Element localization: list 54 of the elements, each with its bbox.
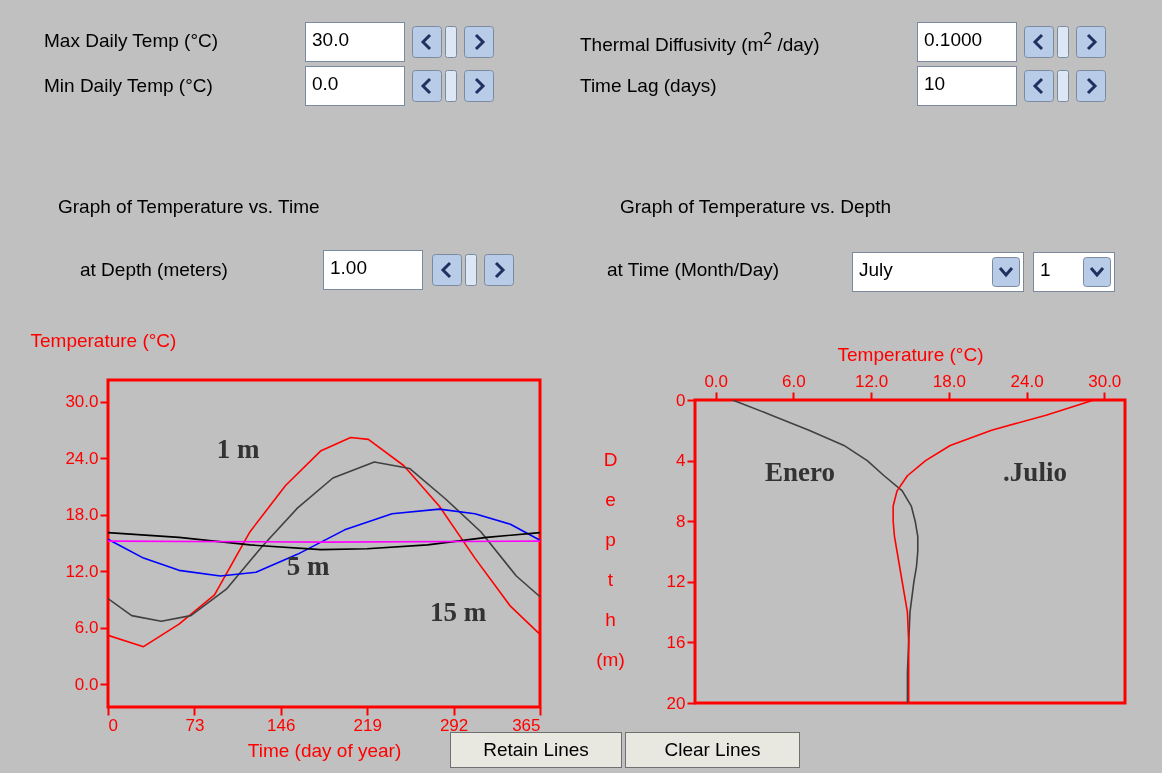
y-axis-title: Temperature (°C) bbox=[30, 329, 177, 351]
y-tick-label: 18.0 bbox=[65, 505, 99, 525]
x-tick-label: 18.0 bbox=[932, 371, 966, 391]
text: Min Daily Temp (°C) bbox=[44, 75, 213, 97]
y-tick-label: 12.0 bbox=[65, 561, 99, 581]
y-tick-label: 20 bbox=[666, 693, 686, 713]
line-series bbox=[731, 400, 919, 703]
line-series bbox=[108, 508, 540, 577]
y-tick-label: 0.0 bbox=[74, 674, 99, 694]
text: 1.00 bbox=[323, 250, 423, 290]
text: 0.0 bbox=[305, 66, 405, 106]
text: at Time (Month/Day) bbox=[607, 259, 780, 281]
x-axis-title: Time (day of year) bbox=[247, 739, 402, 761]
y-tick-label: 4 bbox=[676, 451, 686, 471]
line-series bbox=[108, 531, 540, 551]
x-tick-label: 219 bbox=[353, 715, 382, 735]
x-tick-label: 30.0 bbox=[1088, 371, 1122, 391]
text: Max Daily Temp (°C) bbox=[44, 30, 219, 52]
text: 30.0 bbox=[305, 22, 405, 62]
text: Time Lag (days) bbox=[580, 75, 717, 97]
x-tick-label: 6.0 bbox=[782, 371, 806, 391]
text: at Depth (meters) bbox=[80, 259, 228, 281]
x-tick-label: 0.0 bbox=[704, 371, 729, 391]
y-tick-label: 30.0 bbox=[65, 392, 99, 412]
text: 10 bbox=[917, 66, 1017, 106]
annotation: .Julio bbox=[1003, 457, 1067, 487]
text: 0.1000 bbox=[917, 22, 1017, 62]
y-tick-label: 12 bbox=[666, 572, 686, 592]
y-tick-label: 6.0 bbox=[74, 618, 99, 638]
text: Graph of Temperature vs. Time bbox=[58, 196, 320, 218]
y-tick-label: 24.0 bbox=[65, 448, 99, 468]
text: Clear Lines bbox=[625, 732, 800, 768]
annotation: 5 m bbox=[286, 551, 330, 581]
y-tick-label: 0 bbox=[676, 390, 686, 410]
y-tick-label: 16 bbox=[666, 632, 686, 652]
text: 1 bbox=[1033, 252, 1115, 292]
x-tick-label: 292 bbox=[439, 715, 469, 735]
annotation: 1 m bbox=[216, 434, 260, 464]
text: Thermal Diffusivity (m$^{2}$ /day) bbox=[580, 30, 820, 57]
text: Retain Lines bbox=[483, 739, 589, 760]
x-tick-label: 12.0 bbox=[855, 371, 889, 391]
annotation: Enero bbox=[764, 457, 836, 487]
y-tick-label: 8 bbox=[676, 511, 686, 531]
text: July bbox=[852, 252, 1024, 292]
x-tick-label: 365 bbox=[512, 715, 541, 735]
annotation: 15 m bbox=[429, 597, 487, 627]
x-tick-label: 0 bbox=[108, 715, 118, 735]
text: Graph of Temperature vs. Depth bbox=[620, 196, 892, 218]
x-axis-title: Temperature (°C) bbox=[837, 343, 984, 365]
x-tick-label: 146 bbox=[267, 715, 296, 735]
x-tick-label: 73 bbox=[185, 715, 205, 735]
y-axis-title: Depth (m) bbox=[596, 448, 625, 670]
x-tick-label: 24.0 bbox=[1010, 371, 1044, 391]
line-series bbox=[108, 461, 540, 623]
